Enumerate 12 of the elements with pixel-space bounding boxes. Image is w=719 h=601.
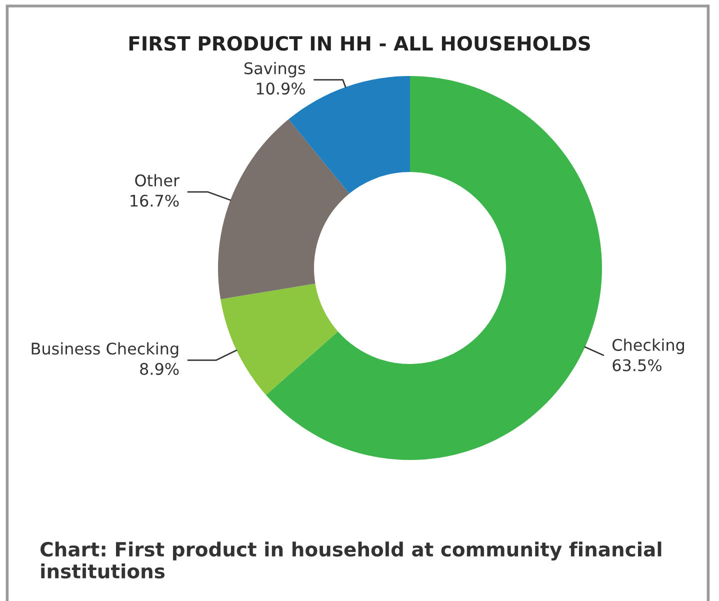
donut-slice <box>218 119 350 300</box>
data-label: 8.9% <box>140 362 179 375</box>
text: Chart: First product in household at community financial institutions <box>40 542 662 579</box>
slice-label: Other <box>135 174 180 186</box>
data-label: 10.9% <box>256 82 305 95</box>
chart-title: FIRST PRODUCT IN HH - ALL HOUSEHOLDS <box>129 36 590 51</box>
data-label: 63.5% <box>612 359 662 372</box>
donut-slice <box>220 284 338 395</box>
slice-label: Business Checking <box>32 342 178 358</box>
slice-label: Savings <box>244 62 306 78</box>
data-label: 16.7% <box>130 194 179 207</box>
slice-label: Checking <box>612 338 684 354</box>
